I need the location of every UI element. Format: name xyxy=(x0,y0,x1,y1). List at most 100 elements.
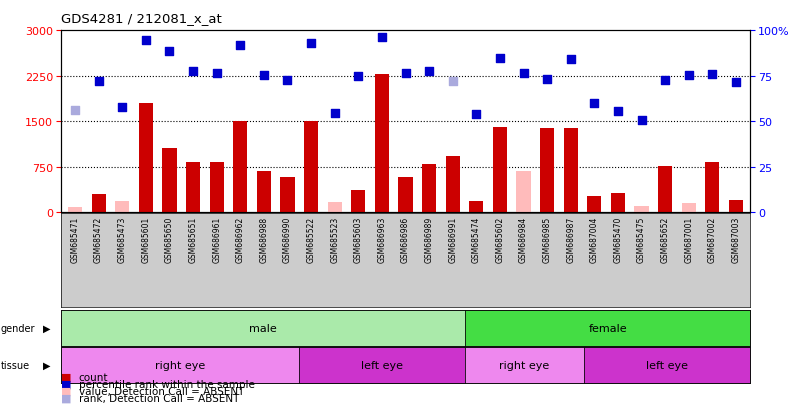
Bar xyxy=(493,128,507,213)
Text: GSM687003: GSM687003 xyxy=(732,216,740,263)
Point xyxy=(588,100,601,107)
Bar xyxy=(209,162,224,213)
Text: GSM687002: GSM687002 xyxy=(708,216,717,263)
Point xyxy=(517,71,530,77)
Bar xyxy=(470,201,483,213)
Bar xyxy=(61,347,298,383)
Text: GSM685470: GSM685470 xyxy=(613,216,623,263)
Point xyxy=(163,48,176,55)
Point xyxy=(92,78,105,85)
Text: ■: ■ xyxy=(61,379,71,389)
Bar xyxy=(304,121,318,213)
Text: GSM685601: GSM685601 xyxy=(141,216,150,263)
Point xyxy=(305,41,318,47)
Point xyxy=(210,70,223,77)
Point xyxy=(682,73,695,79)
Text: left eye: left eye xyxy=(361,360,403,370)
Bar xyxy=(186,162,200,213)
Point xyxy=(234,42,247,49)
Point xyxy=(659,77,672,84)
Text: right eye: right eye xyxy=(155,360,205,370)
Text: GSM685651: GSM685651 xyxy=(188,216,198,263)
Bar xyxy=(445,157,460,213)
Text: female: female xyxy=(588,323,627,333)
Bar xyxy=(465,310,750,346)
Text: percentile rank within the sample: percentile rank within the sample xyxy=(79,379,255,389)
Point xyxy=(68,108,81,114)
Point xyxy=(493,55,506,62)
Text: GSM686963: GSM686963 xyxy=(377,216,386,263)
Point xyxy=(611,108,624,115)
Point xyxy=(352,74,365,80)
Text: GSM687001: GSM687001 xyxy=(684,216,693,263)
Text: GSM685602: GSM685602 xyxy=(496,216,504,263)
Bar xyxy=(584,347,750,383)
Text: GSM686961: GSM686961 xyxy=(212,216,221,263)
Text: ■: ■ xyxy=(61,393,71,403)
Text: ▶: ▶ xyxy=(43,323,50,333)
Point xyxy=(281,78,294,85)
Point xyxy=(635,117,648,124)
Point xyxy=(423,69,436,76)
Bar xyxy=(68,208,82,213)
Bar xyxy=(375,75,389,213)
Text: GSM686984: GSM686984 xyxy=(519,216,528,263)
Text: GSM685471: GSM685471 xyxy=(71,216,79,263)
Text: ■: ■ xyxy=(61,372,71,382)
Point xyxy=(257,73,270,79)
Text: gender: gender xyxy=(1,323,36,333)
Bar xyxy=(162,149,177,213)
Bar xyxy=(587,197,602,213)
Point xyxy=(446,78,459,85)
Text: value, Detection Call = ABSENT: value, Detection Call = ABSENT xyxy=(79,386,244,396)
Text: GSM686986: GSM686986 xyxy=(401,216,410,263)
Text: GSM685652: GSM685652 xyxy=(661,216,670,263)
Point xyxy=(564,56,577,63)
Bar xyxy=(92,195,105,213)
Bar xyxy=(281,178,294,213)
Text: GSM685473: GSM685473 xyxy=(118,216,127,263)
Bar xyxy=(465,347,584,383)
Text: GSM685474: GSM685474 xyxy=(472,216,481,263)
Text: GSM685472: GSM685472 xyxy=(94,216,103,263)
Bar xyxy=(706,162,719,213)
Bar xyxy=(139,104,153,213)
Text: GSM685523: GSM685523 xyxy=(330,216,339,263)
Bar xyxy=(634,206,649,213)
Text: male: male xyxy=(249,323,277,333)
Bar xyxy=(517,171,530,213)
Point xyxy=(541,76,554,83)
Text: left eye: left eye xyxy=(646,360,688,370)
Point xyxy=(328,110,341,116)
Text: GSM687004: GSM687004 xyxy=(590,216,599,263)
Text: GSM685475: GSM685475 xyxy=(637,216,646,263)
Text: rank, Detection Call = ABSENT: rank, Detection Call = ABSENT xyxy=(79,393,239,403)
Point xyxy=(730,79,743,86)
Bar xyxy=(398,178,413,213)
Bar xyxy=(658,167,672,213)
Text: right eye: right eye xyxy=(500,360,550,370)
Point xyxy=(116,104,129,111)
Bar xyxy=(257,171,271,213)
Point xyxy=(706,71,719,78)
Point xyxy=(139,37,152,44)
Text: GSM686962: GSM686962 xyxy=(236,216,245,263)
Text: GSM686989: GSM686989 xyxy=(425,216,434,263)
Point xyxy=(399,71,412,77)
Text: GSM685603: GSM685603 xyxy=(354,216,363,263)
Point xyxy=(375,35,388,42)
Bar xyxy=(611,193,625,213)
Text: GSM686991: GSM686991 xyxy=(448,216,457,263)
Bar xyxy=(298,347,465,383)
Bar xyxy=(234,122,247,213)
Text: GSM685522: GSM685522 xyxy=(307,216,315,262)
Bar xyxy=(564,129,577,213)
Text: tissue: tissue xyxy=(1,360,30,370)
Bar xyxy=(540,128,554,213)
Text: GSM686990: GSM686990 xyxy=(283,216,292,263)
Bar xyxy=(729,201,743,213)
Bar xyxy=(115,201,129,213)
Text: GSM686985: GSM686985 xyxy=(543,216,551,263)
Point xyxy=(187,69,200,76)
Bar xyxy=(682,204,696,213)
